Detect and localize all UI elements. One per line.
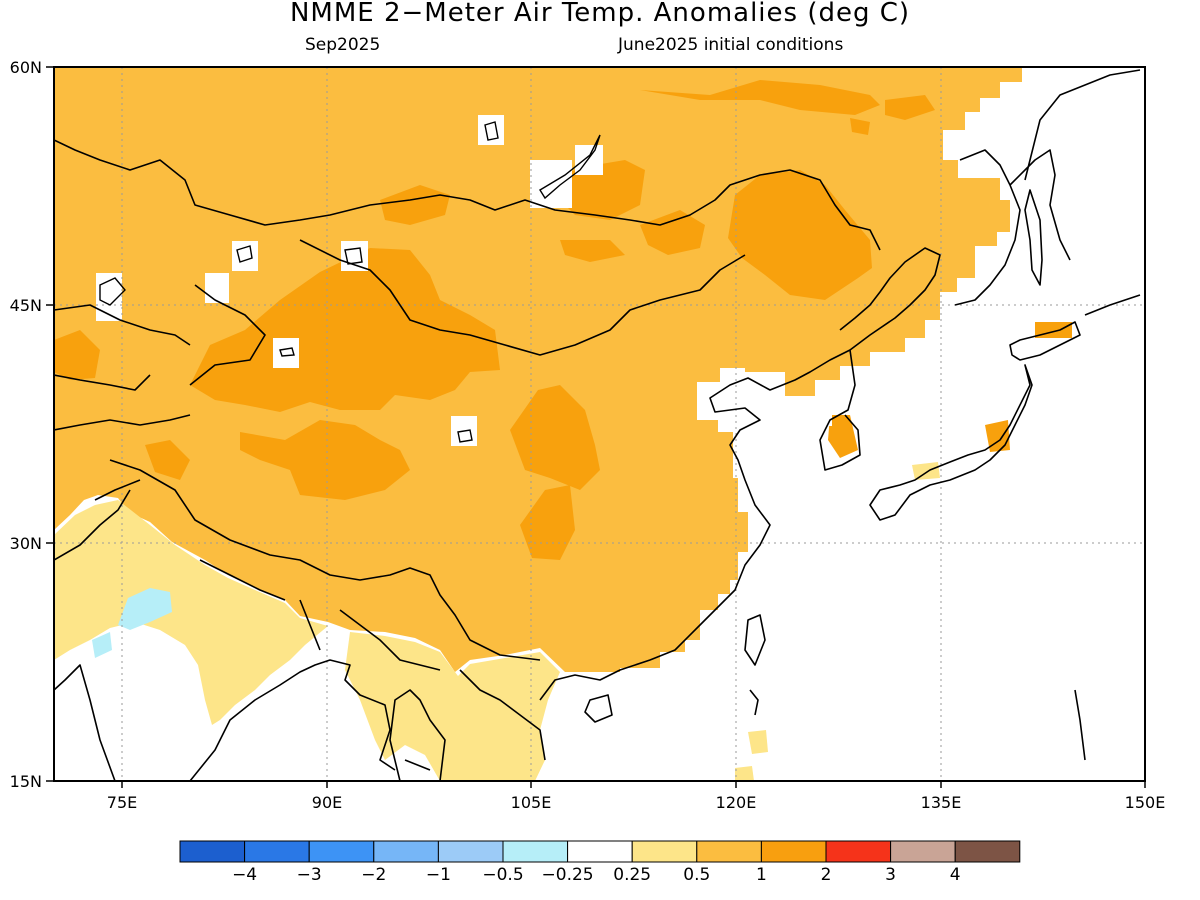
lat-tick-15n: 15N [10, 772, 42, 791]
land-anomaly-0.25-0.5-india [54, 500, 328, 725]
coastlines-and-borders [54, 69, 1141, 781]
lake-zaysan [236, 245, 253, 263]
land-anomaly-0.25-0.5-japan [912, 462, 940, 480]
coastline-philippines [749, 689, 1086, 761]
colorbar-swatch [179, 840, 246, 863]
border-south-asia [199, 559, 546, 761]
map-frame [53, 66, 1146, 782]
initial-conditions-label: June2025 initial conditions [618, 35, 844, 55]
land-anomaly-neg-0.25-neg-0.5 [118, 588, 172, 630]
land-anomaly-0.25-0.5-taiwan [748, 730, 768, 754]
colorbar-label: 3 [885, 865, 896, 885]
colorbar-swatch [954, 840, 1021, 863]
land-anomaly-neg-0.25-neg-0.5-small [92, 632, 112, 658]
lon-tick-75e: 75E [107, 793, 137, 812]
colorbar-label: −0.5 [482, 865, 523, 885]
colorbar-label: 1 [756, 865, 767, 885]
coastline-taiwan [744, 614, 766, 666]
colorbar-swatch [696, 840, 762, 863]
colorbar-swatch [244, 840, 310, 863]
lake-khovsgol [484, 121, 499, 141]
border-pakistan [54, 479, 141, 561]
coastline-sakhalin [1024, 189, 1141, 316]
lake-qinghai [457, 429, 473, 443]
lat-tick-60n: 60N [10, 58, 42, 77]
colorbar-swatch [631, 840, 698, 863]
lat-tick-45n: 45N [10, 296, 42, 315]
coastline-japan [869, 321, 1081, 521]
lake-uvs [344, 247, 363, 265]
colorbar-swatch [437, 840, 504, 863]
lon-tick-105e: 105E [511, 793, 552, 812]
colorbar-swatch [825, 840, 892, 863]
lat-tick-marks [46, 66, 54, 782]
lat-tick-30n: 30N [10, 534, 42, 553]
border-russia-kazakhstan [54, 139, 881, 251]
lake-balkhash [99, 277, 126, 306]
land-anomaly-0.25-0.5-indochina [345, 632, 560, 781]
map-title: NMME 2−Meter Air Temp. Anomalies (deg C) [289, 0, 911, 28]
colorbar-label: 0.5 [683, 865, 710, 885]
land-anomaly-1-2 [54, 80, 1072, 560]
colorbar-swatch [502, 840, 569, 863]
lon-tick-135e: 135E [921, 793, 962, 812]
lake-outlines [99, 121, 601, 443]
lon-tick-150e: 150E [1125, 793, 1166, 812]
lake-issyk-kul [279, 347, 295, 357]
colorbar-swatch [308, 840, 375, 863]
lon-tick-120e: 120E [716, 793, 757, 812]
colorbar-swatch [373, 840, 439, 863]
colorbar-label: −4 [232, 865, 257, 885]
lake-baikal [539, 134, 601, 200]
border-china-india [109, 459, 541, 661]
land-anomaly-0.25-0.5-luzon [735, 766, 754, 781]
coastline-india [54, 659, 396, 781]
border-china-kazakhstan [189, 284, 266, 386]
target-month-label: Sep2025 [305, 35, 381, 55]
colorbar-label: 0.25 [613, 865, 651, 885]
colorbar: −4 −3 −2 −1 −0.5 −0.25 0.25 0.5 1 2 3 4 [179, 840, 1021, 885]
colorbar-swatch [760, 840, 827, 863]
colorbar-label: −1 [426, 865, 451, 885]
coastline-east-asia [389, 69, 1141, 781]
map-panel [54, 67, 1145, 781]
lon-tick-90e: 90E [312, 793, 342, 812]
border-mongolia-china [299, 239, 746, 356]
colorbar-label: 2 [821, 865, 832, 885]
colorbar-label: 4 [950, 865, 961, 885]
coastline-hainan [584, 694, 613, 723]
colorbar-label: −3 [297, 865, 322, 885]
border-central-asia [54, 304, 191, 431]
colorbar-label: −2 [361, 865, 386, 885]
colorbar-swatch [890, 840, 956, 863]
colorbar-swatch [567, 840, 633, 863]
lon-tick-marks [121, 781, 1146, 788]
colorbar-label: −0.25 [542, 865, 594, 885]
